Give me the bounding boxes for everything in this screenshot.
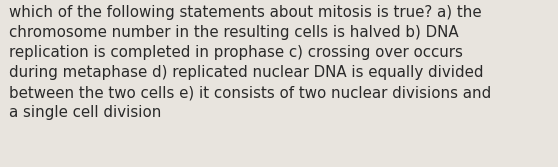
Text: which of the following statements about mitosis is true? a) the
chromosome numbe: which of the following statements about … (9, 5, 491, 120)
